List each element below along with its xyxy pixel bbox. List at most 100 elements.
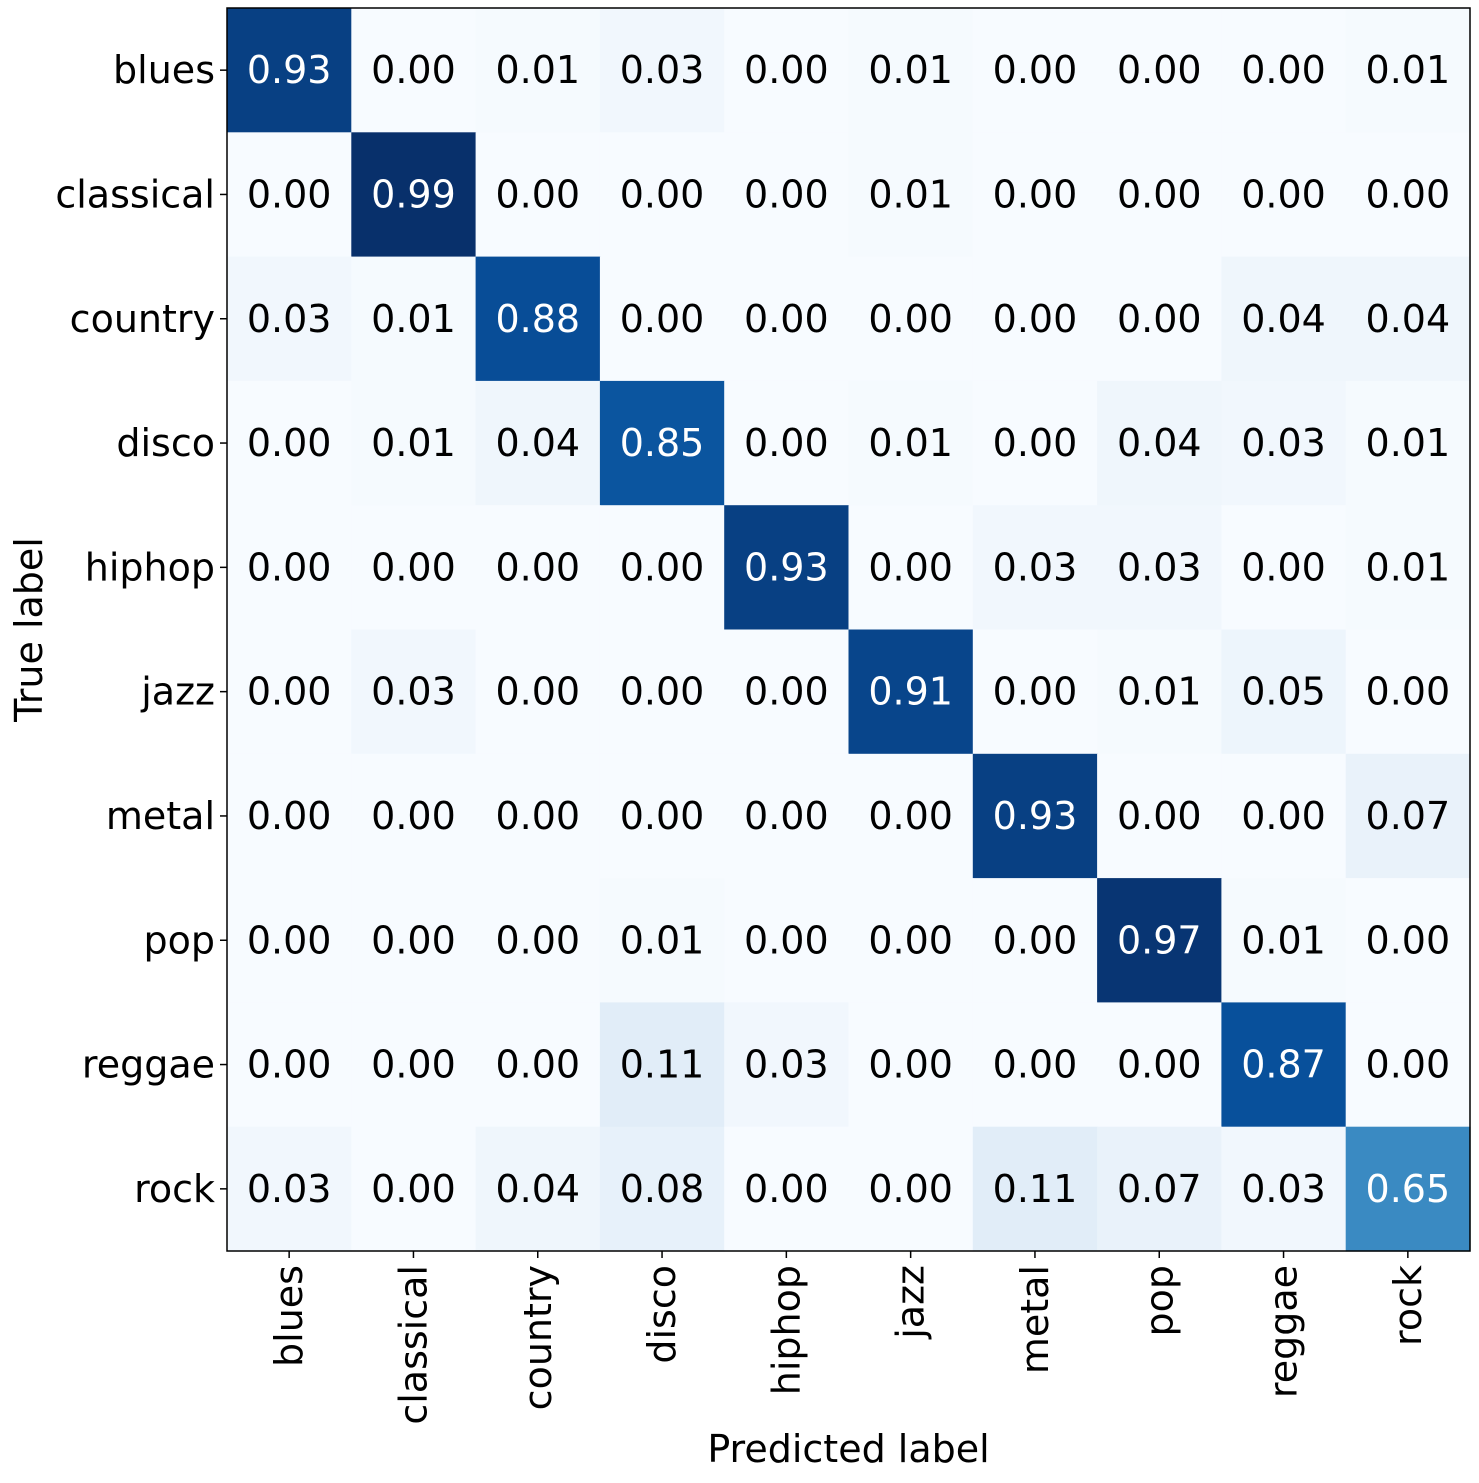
heatmap-cell xyxy=(1097,629,1222,755)
cell-value-label: 0.01 xyxy=(1366,545,1451,589)
heatmap-cell xyxy=(475,256,601,382)
cell-value-label: 0.00 xyxy=(371,1167,456,1211)
heatmap-cell xyxy=(972,256,1098,382)
cell-value-label: 0.01 xyxy=(868,421,953,465)
cell-value-label: 0.00 xyxy=(371,918,456,962)
heatmap-cell xyxy=(351,256,477,382)
cell-value-label: 0.00 xyxy=(993,421,1078,465)
cell-value-label: 0.99 xyxy=(371,172,456,216)
cell-value-label: 0.01 xyxy=(868,48,953,92)
heatmap-cell xyxy=(1221,1126,1347,1252)
cell-value-label: 0.65 xyxy=(1366,1167,1451,1211)
x-tick-label: blues xyxy=(267,1265,311,1367)
x-tick-label: pop xyxy=(1137,1265,1181,1337)
heatmap-cell xyxy=(1345,1002,1471,1128)
cell-value-label: 0.03 xyxy=(247,297,332,341)
cell-value-label: 0.00 xyxy=(868,794,953,838)
heatmap-cell xyxy=(1221,505,1347,631)
x-tick-label: disco xyxy=(640,1265,684,1364)
cell-value-label: 0.00 xyxy=(1241,48,1326,92)
cell-value-label: 0.00 xyxy=(620,172,705,216)
heatmap-cell xyxy=(972,132,1098,258)
cell-value-label: 0.01 xyxy=(1117,670,1202,714)
cell-value-label: 0.00 xyxy=(620,545,705,589)
cell-value-label: 0.04 xyxy=(1117,421,1202,465)
y-tick-label: disco xyxy=(116,421,215,465)
cell-value-label: 0.03 xyxy=(1117,545,1202,589)
cell-value-label: 0.03 xyxy=(744,1043,829,1087)
cell-value-label: 0.00 xyxy=(1117,172,1202,216)
cell-value-label: 0.01 xyxy=(371,297,456,341)
heatmap-cell xyxy=(351,753,477,879)
plot-frame xyxy=(226,7,1471,1252)
cell-value-label: 0.00 xyxy=(495,545,580,589)
heatmap-cell xyxy=(599,1002,725,1128)
heatmap-cell xyxy=(1221,878,1347,1003)
cell-value-label: 0.00 xyxy=(744,297,829,341)
y-tick-label: country xyxy=(70,297,215,341)
cell-value-label: 0.11 xyxy=(993,1167,1078,1211)
heatmap-cell xyxy=(475,629,601,755)
heatmap-cell xyxy=(1097,505,1222,631)
heatmap-cell xyxy=(227,1126,352,1252)
cell-value-label: 0.00 xyxy=(1241,545,1326,589)
heatmap-cell xyxy=(724,1126,850,1252)
cell-value-label: 0.93 xyxy=(993,794,1078,838)
heatmap-cell xyxy=(1097,1126,1222,1252)
cell-value-label: 0.01 xyxy=(620,918,705,962)
heatmap-cell xyxy=(351,505,477,631)
x-tick-label: classical xyxy=(391,1265,435,1425)
cell-value-label: 0.00 xyxy=(744,794,829,838)
cell-value-label: 0.00 xyxy=(371,794,456,838)
cell-value-label: 0.00 xyxy=(247,421,332,465)
cell-value-label: 0.00 xyxy=(1241,794,1326,838)
heatmap-cell xyxy=(599,380,725,506)
heatmap-cell xyxy=(1345,256,1471,382)
heatmap-cell xyxy=(724,132,850,258)
heatmap-cell xyxy=(475,753,601,879)
y-tick-label: rock xyxy=(134,1167,215,1211)
heatmap-cell xyxy=(1345,8,1471,133)
cell-value-label: 0.07 xyxy=(1366,794,1451,838)
heatmap-cell xyxy=(1097,380,1222,506)
heatmap-cell xyxy=(227,256,352,382)
heatmap-cell xyxy=(227,380,352,506)
cell-value-labels: 0.93 0.00 0.01 0.03 0.00 0.01 0.00 0.00 0.00 0.01… xyxy=(247,48,1450,1211)
heatmap-cell xyxy=(475,1002,601,1128)
heatmap-cell xyxy=(848,1126,974,1252)
cell-value-label: 0.03 xyxy=(247,1167,332,1211)
cell-value-label: 0.00 xyxy=(744,172,829,216)
cell-value-label: 0.03 xyxy=(993,545,1078,589)
heatmap-cell xyxy=(848,256,974,382)
x-tick-label: reggae xyxy=(1262,1265,1306,1398)
cell-value-label: 0.00 xyxy=(495,670,580,714)
x-axis-label: Predicted label xyxy=(707,1427,989,1471)
heatmap-cell xyxy=(351,1126,477,1252)
y-tick-label: pop xyxy=(144,918,216,962)
heatmap-cell xyxy=(475,380,601,506)
cell-value-label: 0.00 xyxy=(620,670,705,714)
cell-value-label: 0.05 xyxy=(1241,670,1326,714)
heatmap-cell xyxy=(227,629,352,755)
cell-value-label: 0.97 xyxy=(1117,918,1202,962)
heatmap-cell xyxy=(1345,132,1471,258)
cell-value-label: 0.00 xyxy=(744,421,829,465)
y-tick-label: blues xyxy=(113,48,215,92)
heatmap-cell xyxy=(972,629,1098,755)
x-tick-label: jazz xyxy=(889,1265,933,1340)
heatmap-cell xyxy=(1097,753,1222,879)
cell-value-label: 0.04 xyxy=(495,421,580,465)
heatmap-cell xyxy=(848,505,974,631)
cell-value-label: 0.07 xyxy=(1117,1167,1202,1211)
cell-value-label: 0.00 xyxy=(1117,48,1202,92)
heatmap-cell xyxy=(848,8,974,133)
heatmap-cell xyxy=(599,753,725,879)
heatmap-cell xyxy=(475,8,601,133)
heatmap-cell xyxy=(1345,878,1471,1003)
cell-value-label: 0.00 xyxy=(1117,794,1202,838)
cell-value-label: 0.00 xyxy=(495,794,580,838)
heatmap-cell xyxy=(351,380,477,506)
heatmap-cells xyxy=(227,8,1471,1252)
